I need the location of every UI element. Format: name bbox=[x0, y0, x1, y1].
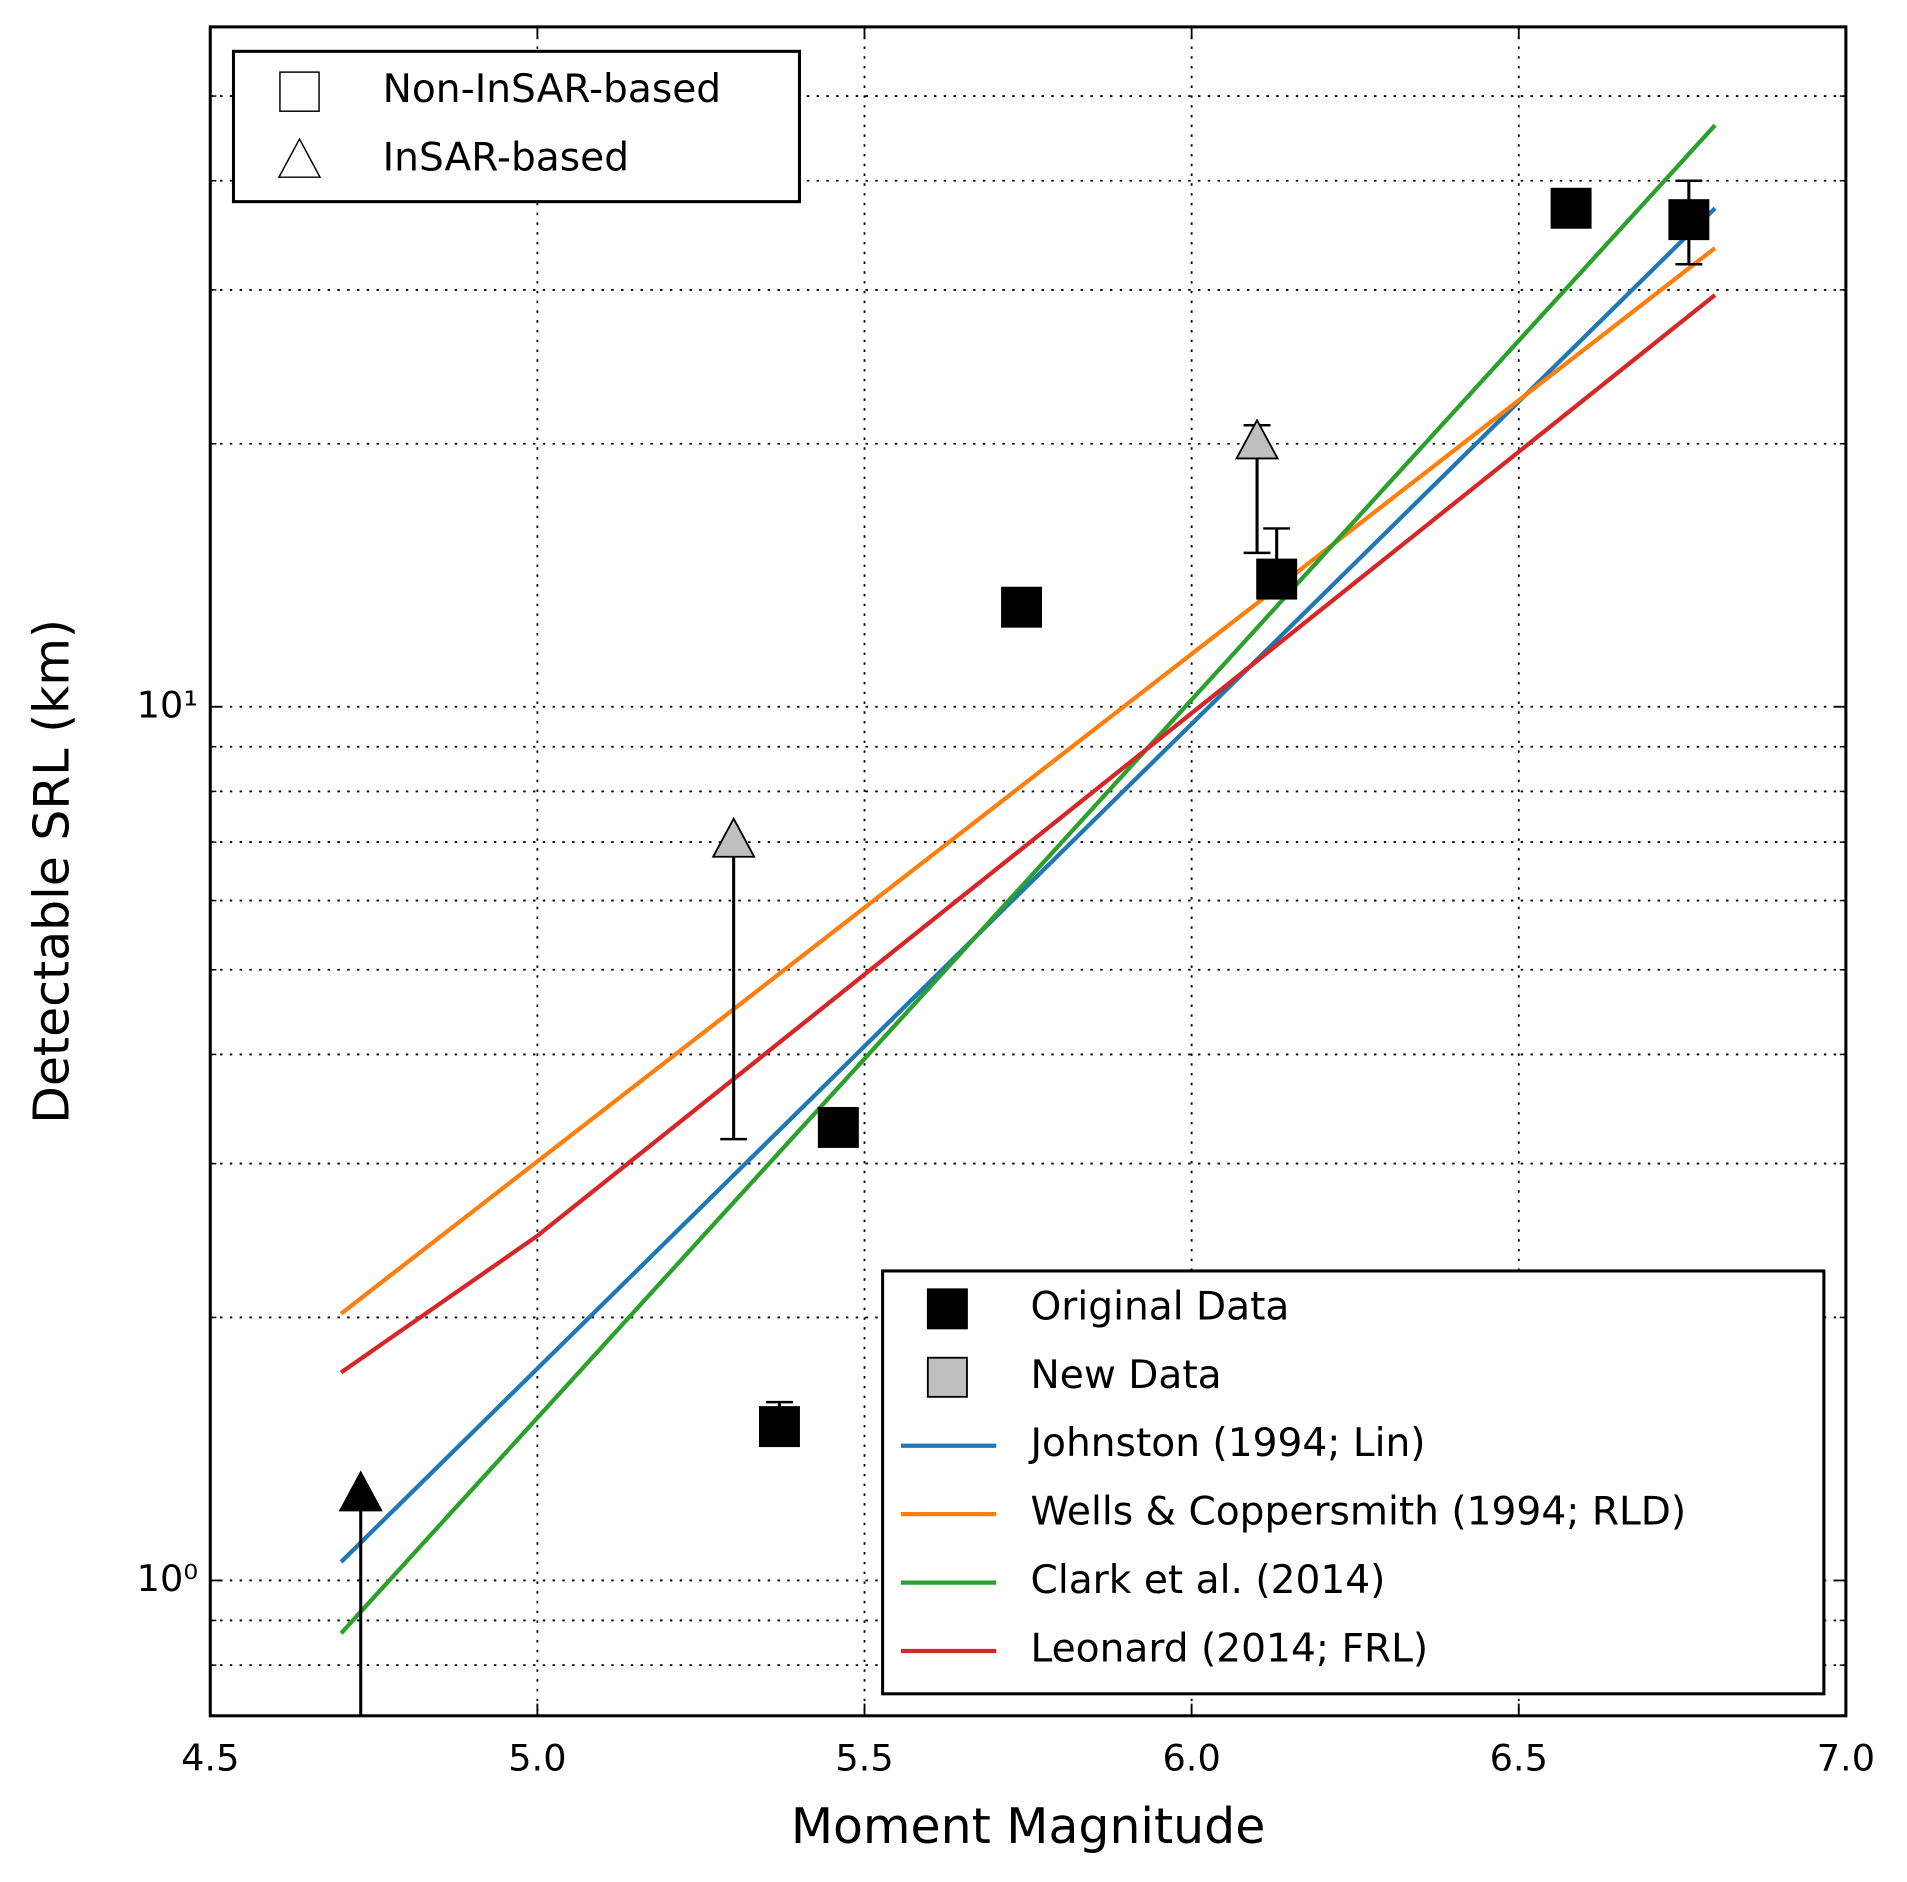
legend-marker bbox=[926, 1356, 968, 1398]
legend-label: Johnston (1994; Lin) bbox=[1028, 1421, 1426, 1466]
legend-label: InSAR-based bbox=[383, 136, 629, 181]
x-tick-label: 6.0 bbox=[1162, 1736, 1220, 1779]
marker-legend: Non-InSAR-based InSAR-based bbox=[231, 49, 802, 204]
legend-label: Leonard (2014; FRL) bbox=[1031, 1627, 1429, 1672]
fit-line bbox=[339, 123, 1717, 1635]
legend-box bbox=[881, 1269, 1826, 1696]
fit-line bbox=[339, 246, 1717, 1316]
y-tick-label: 10⁰ bbox=[137, 1557, 198, 1600]
data-point bbox=[1256, 558, 1298, 600]
legend: Original Data New Data Johnston (1994; Lin… bbox=[881, 1269, 1826, 1696]
fit-line bbox=[339, 206, 1717, 1564]
y-tick-label: 10¹ bbox=[137, 683, 198, 726]
legend-marker bbox=[926, 1288, 968, 1330]
data-point bbox=[817, 1106, 859, 1148]
x-tick-label: 5.0 bbox=[508, 1736, 566, 1779]
legend-marker bbox=[279, 71, 320, 112]
y-axis-label: Detectable SRL (km) bbox=[24, 619, 81, 1124]
x-tick-label: 7.0 bbox=[1817, 1736, 1875, 1779]
legend-label: Non-InSAR-based bbox=[383, 67, 722, 112]
data-point bbox=[1550, 187, 1592, 229]
data-point bbox=[338, 1470, 383, 1512]
data-point bbox=[711, 816, 756, 858]
legend-label: Wells & Coppersmith (1994; RLD) bbox=[1031, 1490, 1687, 1535]
x-tick-label: 6.5 bbox=[1490, 1736, 1548, 1779]
legend-marker bbox=[277, 137, 322, 178]
data-point bbox=[1234, 418, 1280, 460]
plot-frame bbox=[208, 25, 1848, 1718]
x-tick-label: 4.5 bbox=[181, 1736, 239, 1779]
fit-line bbox=[339, 293, 1717, 1375]
x-tick-label: 5.5 bbox=[835, 1736, 893, 1779]
data-point bbox=[1668, 199, 1710, 241]
data-point bbox=[1001, 586, 1043, 628]
legend-label: New Data bbox=[1031, 1353, 1222, 1398]
legend-label: Original Data bbox=[1031, 1284, 1290, 1329]
legend-label: Clark et al. (2014) bbox=[1031, 1558, 1386, 1603]
legend-box bbox=[231, 49, 802, 204]
x-axis-label: Moment Magnitude bbox=[791, 1798, 1265, 1855]
plot-area bbox=[338, 123, 1717, 1716]
data-point bbox=[758, 1406, 800, 1448]
